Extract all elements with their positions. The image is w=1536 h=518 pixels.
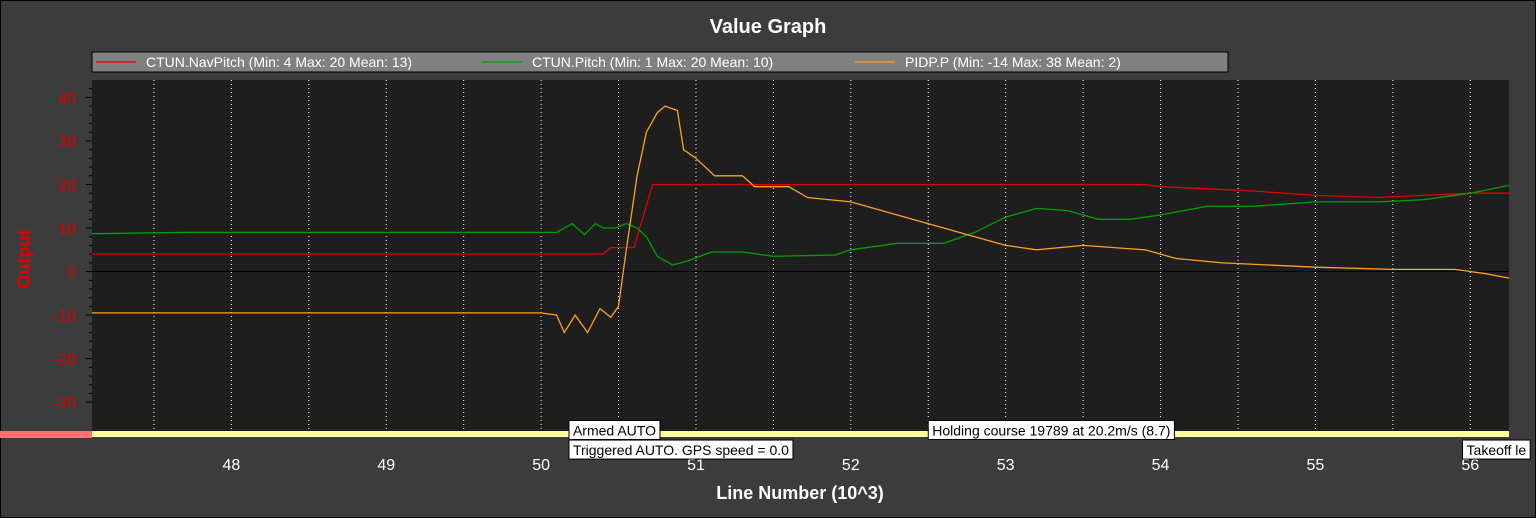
y-tick-label-3: 0 xyxy=(67,265,76,282)
legend-label-1: CTUN.Pitch (Min: 1 Max: 20 Mean: 10) xyxy=(532,54,773,70)
series-line-2 xyxy=(92,105,1510,334)
chart-title: Value Graph xyxy=(710,16,827,38)
series-line-0 xyxy=(92,183,1509,255)
x-tick-label-3: 51 xyxy=(687,457,705,474)
annotation-box-0 xyxy=(568,419,661,440)
x-axis-label: Line Number (10^3) xyxy=(716,483,884,503)
x-tick-label-7: 55 xyxy=(1307,457,1325,474)
x-tick-label-2: 50 xyxy=(532,457,550,474)
x-tick-label-8: 56 xyxy=(1461,457,1479,474)
x-tick-label-0: 48 xyxy=(222,457,240,474)
y-tick-label-7: 40 xyxy=(58,90,76,107)
x-tick-label-6: 54 xyxy=(1152,457,1170,474)
annotation-label-0: Armed AUTO xyxy=(573,422,656,438)
y-axis: -30 -20 -10 0 10 20 30 40 xyxy=(53,88,92,412)
y-tick-label-0: -30 xyxy=(53,395,76,412)
event-band-marker xyxy=(0,431,92,438)
y-axis-label: Output xyxy=(14,230,34,289)
y-tick-label-4: 10 xyxy=(58,221,76,238)
x-tick-label-4: 52 xyxy=(842,457,860,474)
legend[interactable]: CTUN.NavPitch (Min: 4 Max: 20 Mean: 13) C… xyxy=(91,51,1229,73)
annotation-label-3: Takeoff le xyxy=(1467,442,1527,458)
x-tick-label-5: 53 xyxy=(997,457,1015,474)
y-tick-label-6: 30 xyxy=(58,134,76,151)
legend-label-2: PIDP.P (Min: -14 Max: 38 Mean: 2) xyxy=(905,54,1121,70)
plot-area xyxy=(92,80,1509,437)
event-band xyxy=(92,431,1509,437)
annotation-box-2 xyxy=(927,419,1175,440)
annotation-box-3 xyxy=(1462,439,1531,460)
event-strip xyxy=(0,431,1509,438)
annotation-box-1 xyxy=(568,439,794,460)
legend-box xyxy=(91,51,1229,73)
annotation-label-2: Holding course 19789 at 20.2m/s (8.7) xyxy=(932,422,1170,438)
series-lines xyxy=(91,105,1510,334)
grid-lines xyxy=(92,80,1509,437)
annotation-label-1: Triggered AUTO. GPS speed = 0.0 xyxy=(573,442,789,458)
x-axis: 48 49 50 51 52 53 54 55 56 xyxy=(222,457,1479,474)
x-tick-label-1: 49 xyxy=(377,457,395,474)
y-tick-label-1: -20 xyxy=(53,352,76,369)
y-tick-label-2: -10 xyxy=(53,308,76,325)
legend-label-0: CTUN.NavPitch (Min: 4 Max: 20 Mean: 13) xyxy=(146,54,412,70)
annotations: Armed AUTO Triggered AUTO. GPS speed = 0.… xyxy=(568,419,1531,460)
series-line-1 xyxy=(91,184,1510,266)
y-tick-label-5: 20 xyxy=(58,177,76,194)
